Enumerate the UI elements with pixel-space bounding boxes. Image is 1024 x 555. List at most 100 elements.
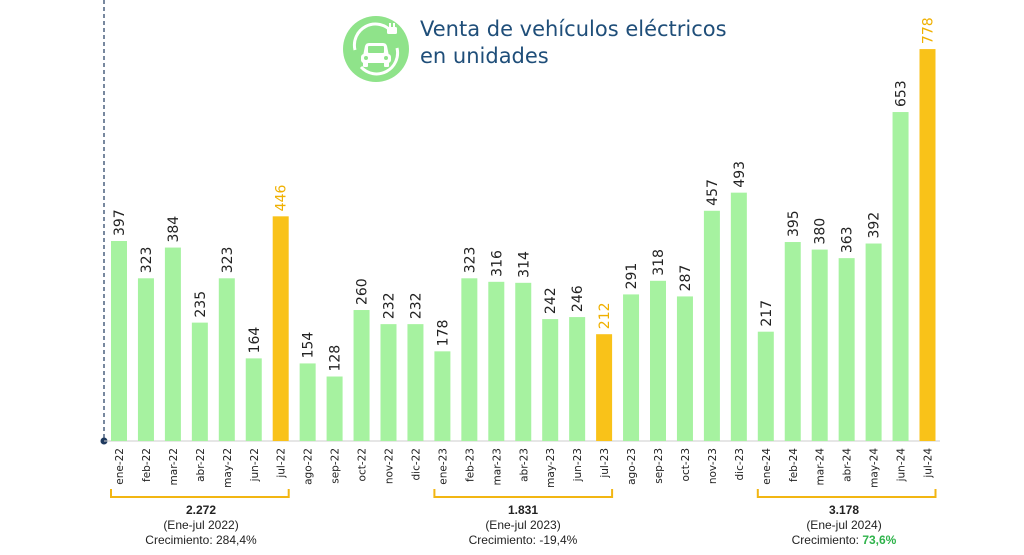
x-tick-label: oct-22 [357, 448, 369, 481]
x-tick-label: sep-23 [653, 448, 665, 484]
bar [488, 281, 505, 441]
bar [865, 243, 882, 441]
x-tick-label: ene-22 [114, 448, 126, 485]
bar [326, 376, 343, 441]
x-tick-label: may-24 [869, 448, 881, 488]
data-label: 493 [732, 161, 748, 188]
data-label: 323 [139, 247, 155, 274]
period-bracket [756, 489, 937, 498]
data-label: 380 [813, 218, 829, 245]
x-tick-label: ene-23 [437, 448, 449, 485]
title-line-2: en unidades [420, 44, 549, 68]
x-tick-label: ago-22 [303, 448, 315, 485]
data-label: 232 [382, 292, 398, 319]
growth-value: 73,6% [862, 533, 897, 547]
x-tick-label: abr-23 [518, 448, 530, 482]
x-tick-label: mar-24 [815, 448, 827, 486]
x-tick-label: mar-22 [168, 448, 180, 485]
data-label: 446 [274, 185, 290, 212]
x-tick-label: feb-23 [464, 448, 476, 482]
bar [272, 216, 289, 441]
title-line-1: Venta de vehículos eléctricos [420, 17, 727, 41]
data-label: 397 [112, 209, 128, 236]
summary-period: (Ene-jul 2023) [485, 518, 561, 532]
x-tick-label: dic-23 [734, 448, 746, 481]
bar [757, 331, 774, 441]
bar [919, 49, 936, 442]
x-tick-label: jul-23 [599, 448, 611, 479]
growth-value: -19,4% [539, 533, 578, 547]
growth-value: 284,4% [216, 533, 257, 547]
x-tick-label: may-22 [222, 448, 234, 488]
data-label: 395 [786, 210, 802, 237]
data-label: 154 [301, 332, 317, 359]
bar [299, 363, 316, 441]
summary-period: (Ene-jul 2022) [163, 518, 239, 532]
bar [730, 192, 747, 441]
bar [137, 278, 154, 441]
period-bracket [110, 489, 290, 498]
bar [542, 319, 559, 441]
data-label: 314 [516, 251, 532, 278]
bar [623, 294, 640, 441]
bar [461, 278, 478, 441]
x-tick-label: nov-22 [384, 448, 396, 484]
bar [703, 210, 720, 441]
summary-total: 2.272 [185, 503, 217, 517]
x-tick-label: feb-24 [788, 448, 800, 482]
data-label: 316 [489, 250, 505, 277]
bar [245, 358, 262, 441]
data-label: 384 [166, 216, 182, 243]
bar [784, 242, 801, 441]
summary-total: 1.831 [507, 503, 539, 517]
bar [596, 334, 613, 441]
data-label: 392 [867, 212, 883, 239]
bar [218, 278, 235, 441]
bar [191, 322, 208, 441]
bar [892, 112, 909, 442]
data-label: 291 [624, 263, 640, 290]
data-label: 128 [328, 345, 344, 372]
x-tick-label: ago-23 [626, 448, 638, 485]
bar [838, 258, 855, 441]
data-label: 242 [543, 287, 559, 314]
data-label: 457 [705, 179, 721, 206]
summary-2022: 2.272 (Ene-jul 2022) Crecimiento: 284,4% [81, 503, 321, 548]
bar [515, 282, 532, 441]
bar [111, 241, 127, 441]
x-tick-label: oct-23 [680, 448, 692, 481]
period-bracket [433, 489, 614, 498]
x-tick-label: ene-24 [761, 448, 773, 485]
x-tick-label: mar-23 [491, 448, 503, 485]
x-tick-label: jul-22 [276, 448, 288, 479]
chart-title: Venta de vehículos eléctricos en unidade… [420, 16, 727, 70]
data-label: 323 [462, 247, 478, 274]
x-tick-label: may-23 [545, 448, 557, 488]
summary-growth: Crecimiento: -19,4% [468, 533, 578, 547]
x-tick-label: nov-23 [707, 448, 719, 484]
electric-car-icon [343, 16, 409, 82]
summary-total: 3.178 [828, 503, 860, 517]
x-tick-label: jun-23 [572, 448, 584, 482]
data-label: 318 [651, 249, 667, 276]
bar [650, 280, 666, 441]
data-label: 323 [220, 247, 236, 274]
data-label: 363 [840, 226, 856, 253]
bar [811, 249, 828, 441]
summary-2023: 1.831 (Ene-jul 2023) Crecimiento: -19,4% [403, 503, 643, 548]
bar [407, 324, 424, 441]
data-label: 246 [570, 285, 586, 312]
bar [164, 247, 181, 441]
x-tick-label: sep-22 [330, 448, 342, 484]
x-tick-label: abr-22 [195, 448, 207, 482]
bar [434, 351, 451, 441]
data-label: 260 [355, 278, 371, 305]
data-label: 178 [435, 320, 451, 347]
x-tick-label: abr-24 [842, 448, 854, 482]
bar [380, 324, 397, 441]
data-label: 217 [759, 300, 775, 327]
data-label: 212 [597, 302, 613, 329]
data-label: 232 [408, 292, 424, 319]
x-tick-label: jul-24 [923, 448, 935, 479]
